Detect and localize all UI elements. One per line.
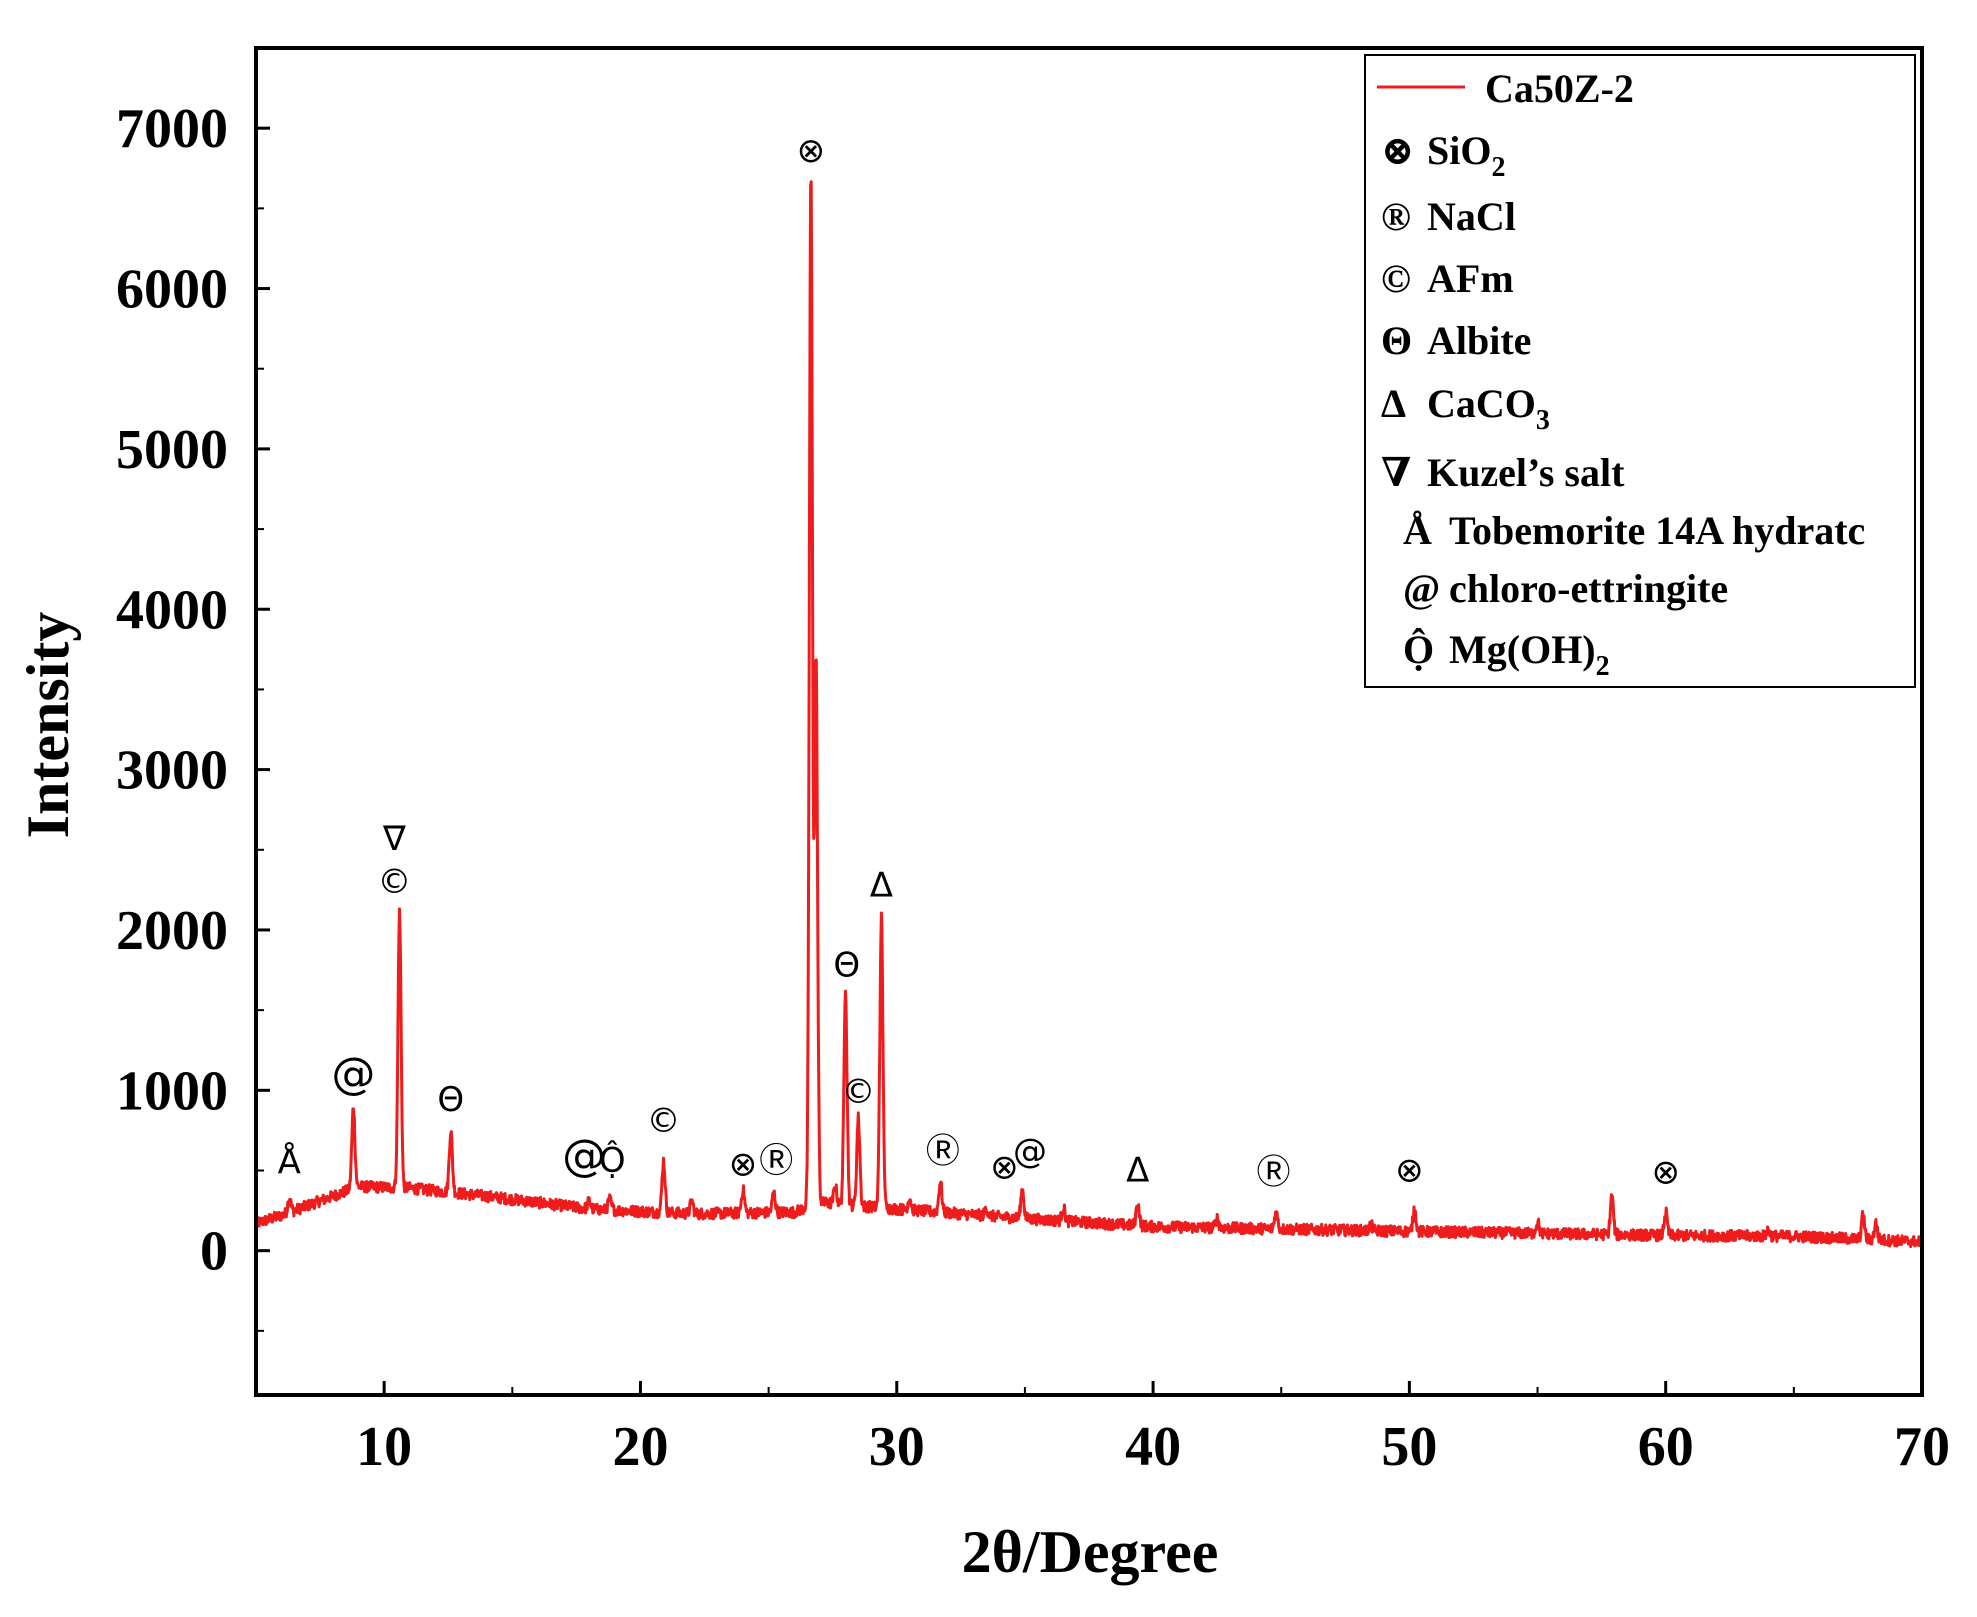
peak-marker: @ <box>331 1049 375 1100</box>
legend-label: SiO2 <box>1427 128 1505 183</box>
peak-marker: Ộ <box>599 1140 626 1181</box>
y-tick-label: 6000 <box>116 259 228 321</box>
legend-label-text: NaCl <box>1427 194 1516 239</box>
legend-label: Ca50Z-2 <box>1485 66 1634 111</box>
legend-symbol: © <box>1381 256 1411 301</box>
legend-label-text: SiO <box>1427 128 1491 173</box>
x-tick-label: 60 <box>1638 1416 1694 1478</box>
legend-label: AFm <box>1427 256 1514 301</box>
legend-label-text: Kuzel’s salt <box>1427 450 1625 495</box>
legend-label-text: Tobemorite 14A hydratc <box>1449 508 1865 553</box>
legend-label-subscript: 2 <box>1596 651 1610 682</box>
x-tick-label: 50 <box>1381 1416 1437 1478</box>
peak-marker: ⊗ <box>1395 1151 1424 1191</box>
legend-label: Albite <box>1427 318 1531 363</box>
peak-marker: Θ <box>437 1080 464 1120</box>
x-tick-label: 20 <box>612 1416 668 1478</box>
x-tick-label: 70 <box>1894 1416 1950 1478</box>
legend-symbol: @ <box>1403 566 1440 611</box>
peak-marker: Θ <box>833 945 860 985</box>
peak-marker: ⊗ <box>1651 1152 1680 1192</box>
y-tick-label: 5000 <box>116 419 228 481</box>
peak-marker: Ⓡ <box>926 1131 960 1171</box>
x-tick-label: 40 <box>1125 1416 1181 1478</box>
legend-label-subscript: 3 <box>1536 405 1550 436</box>
y-tick-label: 3000 <box>116 740 228 802</box>
peak-marker: ⊗ <box>797 131 826 171</box>
y-tick-label: 2000 <box>116 900 228 962</box>
peak-marker: ∇ <box>382 819 406 859</box>
legend-label-text: AFm <box>1427 256 1514 301</box>
y-tick-label: 1000 <box>116 1060 228 1122</box>
peak-marker: ⊗ <box>729 1144 758 1184</box>
peak-marker: Å <box>278 1142 301 1183</box>
legend-label-text: chloro-ettringite <box>1449 566 1728 611</box>
legend-label: Mg(OH)2 <box>1449 627 1610 682</box>
peak-marker: Ⓡ <box>1257 1152 1291 1192</box>
legend-label-subscript: 2 <box>1491 152 1505 183</box>
peak-marker: @ <box>562 1131 606 1182</box>
series-line-ca50z-2 <box>254 180 1924 1249</box>
legend-symbol: ∇ <box>1381 450 1411 495</box>
legend-label: NaCl <box>1427 194 1516 239</box>
legend-symbol: ⊗ <box>1381 128 1415 173</box>
peak-marker: @ <box>1013 1131 1047 1171</box>
legend-label-text: Mg(OH) <box>1449 627 1596 672</box>
y-axis-title: Intensity <box>15 612 81 839</box>
legend-symbol: Å <box>1403 508 1432 553</box>
peak-marker: © <box>377 862 411 902</box>
peak-marker: Ⓡ <box>759 1141 793 1181</box>
legend-symbol: Ộ <box>1403 627 1434 672</box>
legend-box <box>1364 54 1916 688</box>
peak-marker: ⊗ <box>990 1148 1019 1188</box>
legend-symbol: Θ <box>1381 318 1412 363</box>
legend-label: Kuzel’s salt <box>1427 450 1625 495</box>
y-tick-label: 7000 <box>116 98 228 160</box>
legend-label: Tobemorite 14A hydratc <box>1449 508 1865 553</box>
peak-marker: © <box>841 1072 875 1112</box>
y-tick-label: 4000 <box>116 579 228 641</box>
legend-label: chloro-ettringite <box>1449 566 1728 611</box>
peak-marker: Δ <box>1126 1151 1149 1191</box>
peak-marker: Δ <box>870 865 893 905</box>
y-tick-label: 0 <box>200 1221 228 1283</box>
x-tick-label: 30 <box>869 1416 925 1478</box>
peak-marker: © <box>647 1101 681 1141</box>
x-tick-label: 10 <box>356 1416 412 1478</box>
plot-frame <box>254 46 1924 1397</box>
legend-label-text: CaCO <box>1427 381 1536 426</box>
legend-label: CaCO3 <box>1427 381 1550 436</box>
x-axis-title: 2θ/Degree <box>962 1519 1219 1585</box>
legend-symbol: Δ <box>1381 381 1406 426</box>
legend-label-text: Albite <box>1427 318 1531 363</box>
legend-symbol: ® <box>1381 194 1411 239</box>
